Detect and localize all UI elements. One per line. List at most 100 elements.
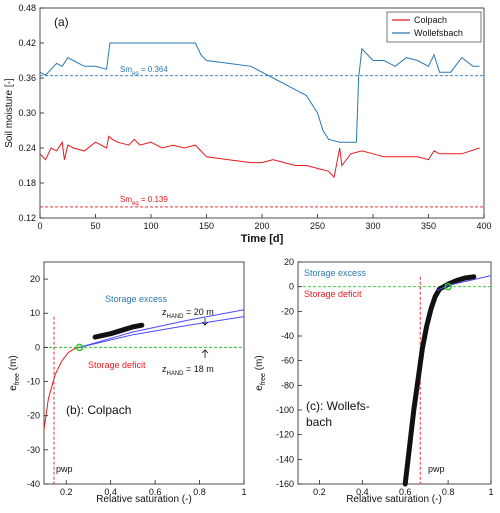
c-ytick-label-7: -120 (276, 430, 294, 440)
b-series-3 (79, 316, 245, 348)
legend-colpach: Colpach (414, 15, 447, 25)
c-ylabel-main: e (254, 385, 265, 391)
b-series-0 (43, 346, 81, 430)
c-xtick-label-4: 1 (488, 487, 493, 497)
panel-a-ylabel: Soil moisture [-] (4, 78, 15, 148)
b-ytick-label-1: 10 (30, 308, 40, 318)
sm-eq-red-val: = 0.139 (139, 195, 169, 204)
c-ytick-label-1: 0 (289, 282, 294, 292)
panel-a-yticks: 0.48 0.42 0.36 0.30 0.24 0.18 0.12 (18, 3, 44, 223)
b-arrow-up-icon (201, 349, 209, 358)
c-series-1 (436, 275, 492, 291)
b-xtick-label-4: 1 (241, 487, 246, 497)
panel-b-frame (43, 261, 245, 485)
b-pwp: pwp (56, 464, 73, 474)
b-equilibrium-point (75, 343, 84, 352)
panel-b-marks (43, 309, 245, 484)
c-storage-excess: Storage excess (304, 268, 367, 278)
a-ytick-label-0: 0.48 (18, 3, 36, 13)
c-ylabel-sub: free (260, 373, 267, 385)
panel-a-legend: Colpach Wollefsbach (386, 11, 482, 43)
c-ytick-label-8: -140 (276, 454, 294, 464)
a-xtick-label-6: 300 (365, 221, 380, 231)
b-z2-sub: HAND (167, 371, 185, 377)
b-storage-excess: Storage excess (105, 294, 168, 304)
panel-a-label: (a) (54, 15, 69, 29)
panel-b: 20 10 0 -10 -20 -30 -40 0.2 0.4 0.6 0.8 1 Storage … (8, 261, 247, 505)
panel-c-ylabel: efree (m) (254, 355, 267, 390)
sm-eq-blue-main: Sm (120, 65, 132, 74)
sm-eq-red-sub: eq (132, 201, 139, 207)
panel-c-marks (298, 274, 492, 487)
panel-c-xticks: 0.2 0.4 0.6 0.8 1 (313, 480, 494, 497)
b-ytick-label-5: -30 (27, 445, 40, 455)
c-ytick-label-2: -20 (281, 306, 294, 316)
a-xtick-label-3: 150 (199, 221, 214, 231)
b-xtick-label-0: 0.2 (60, 487, 73, 497)
panel-a: 0.48 0.42 0.36 0.30 0.24 0.18 0.12 0 50 100 150 20… (4, 3, 492, 245)
b-xtick-label-2: 0.6 (149, 487, 162, 497)
legend-box (386, 11, 482, 43)
b-z2-main: z (162, 364, 167, 374)
c-pwp: pwp (428, 464, 445, 474)
b-z1-main: z (162, 307, 167, 317)
panel-a-marks (39, 42, 484, 208)
panel-c-xlabel: Relative saturation (-) (346, 494, 442, 505)
b-series-1 (92, 322, 145, 340)
legend-wollefsbach: Wollefsbach (414, 28, 463, 38)
b-ytick-label-4: -20 (27, 411, 40, 421)
panel-c-label-line2: bach (306, 415, 332, 429)
panel-c: 200-20-40-60-80-100-120-140-160 0.2 0.4 0.… (254, 257, 494, 505)
panel-b-yticks: 20 10 0 -10 -20 -30 -40 (27, 274, 48, 489)
b-ytick-label-6: -40 (27, 479, 40, 489)
b-z1-val: = 20 m (184, 307, 214, 317)
b-ylabel-sub: free (14, 373, 21, 385)
b-ytick-label-3: -10 (27, 377, 40, 387)
a-ytick-label-4: 0.24 (18, 143, 36, 153)
a-ytick-label-1: 0.42 (18, 38, 36, 48)
panel-c-yticks: 20 0 -20 -40 -60 -80 -100 -120 -140 -160 (276, 257, 302, 489)
panel-b-label: (b): Colpach (66, 403, 131, 417)
a-series-wollefsbach (39, 42, 480, 143)
a-ytick-label-3: 0.30 (18, 108, 36, 118)
a-xtick-label-4: 200 (254, 221, 269, 231)
b-zhand-18: zHAND = 18 m (162, 364, 214, 377)
c-ytick-label-3: -40 (281, 331, 294, 341)
b-zhand-20: zHAND = 20 m (162, 307, 214, 320)
c-xtick-label-0: 0.2 (313, 487, 326, 497)
b-ytick-label-0: 20 (30, 274, 40, 284)
c-series-0 (402, 274, 477, 487)
panel-b-xlabel: Relative saturation (-) (96, 494, 192, 505)
b-series-2 (79, 309, 245, 348)
c-xtick-label-1: 0.4 (356, 487, 369, 497)
panel-b-ylabel: efree (m) (8, 355, 21, 390)
panel-a-xlabel: Time [d] (241, 233, 284, 245)
sm-eq-blue-sub: eq (132, 71, 139, 77)
sm-eq-blue-label: Smeq = 0.364 (120, 65, 168, 77)
a-ytick-label-2: 0.36 (18, 73, 36, 83)
c-ytick-label-0: 20 (284, 257, 294, 267)
b-ylabel-main: e (8, 385, 19, 391)
a-xtick-label-5: 250 (310, 221, 325, 231)
b-arrow-down-icon (201, 318, 209, 326)
b-ylabel-unit: (m) (8, 355, 19, 373)
b-ytick-label-2: 0 (35, 342, 40, 352)
c-ylabel-unit: (m) (254, 355, 265, 373)
panel-c-frame (297, 261, 492, 485)
c-ytick-label-9: -160 (276, 479, 294, 489)
a-series-colpach (39, 135, 480, 179)
b-z1-sub: HAND (167, 314, 185, 320)
a-xtick-label-1: 50 (90, 221, 100, 231)
c-ytick-label-5: -80 (281, 380, 294, 390)
c-ytick-label-4: -60 (281, 356, 294, 366)
c-xtick-label-2: 0.6 (399, 487, 412, 497)
c-xtick-label-3: 0.8 (442, 487, 455, 497)
sm-eq-red-main: Sm (120, 195, 132, 204)
b-xtick-label-3: 0.8 (193, 487, 206, 497)
c-ytick-label-6: -100 (276, 405, 294, 415)
panel-a-xticks: 0 50 100 150 200 250 300 350 400 (37, 214, 492, 231)
c-storage-deficit: Storage deficit (304, 289, 362, 299)
b-xtick-label-1: 0.4 (104, 487, 117, 497)
a-xtick-label-2: 100 (143, 221, 158, 231)
